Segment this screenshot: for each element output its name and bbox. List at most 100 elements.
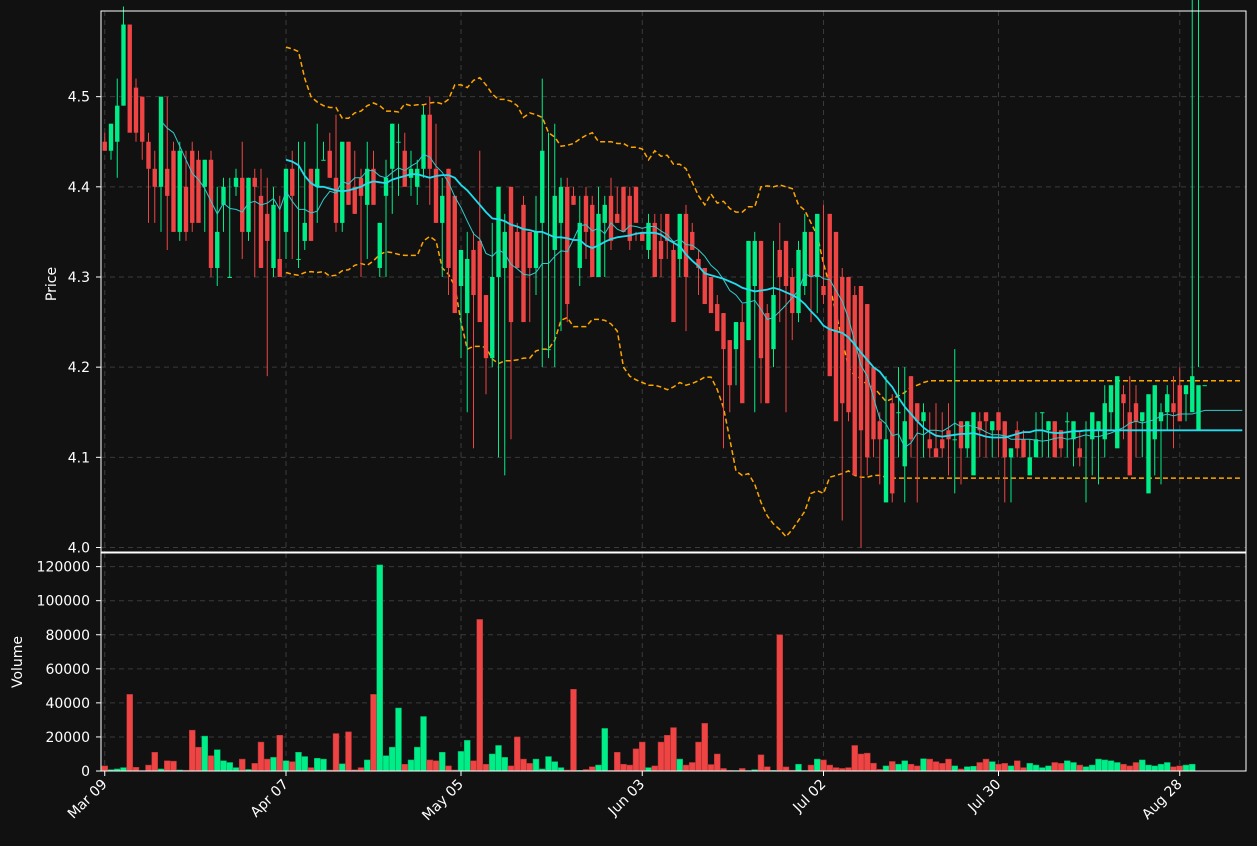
volume-bar <box>670 727 677 772</box>
candle-body <box>1002 421 1007 458</box>
volume-tick-label: 20000 <box>45 730 90 746</box>
candle-body <box>996 412 1001 431</box>
price-tick-label: 4.4 <box>68 180 90 196</box>
candle-body <box>1090 412 1095 440</box>
candle-body <box>290 168 295 196</box>
candle-body <box>115 105 120 142</box>
volume-bar <box>664 734 671 772</box>
volume-tick-label: 120000 <box>37 560 90 576</box>
candle-body <box>621 186 626 232</box>
candle-body <box>121 24 126 106</box>
candle-body <box>608 195 614 241</box>
volume-bar <box>514 736 521 772</box>
candle-body <box>215 231 220 268</box>
candle-body <box>527 231 532 268</box>
candle-body <box>633 186 639 223</box>
candle-body <box>415 168 420 187</box>
volume-bar <box>1070 762 1077 772</box>
candle-body <box>715 304 720 332</box>
price-tick-label: 4.1 <box>68 450 90 466</box>
candle-body <box>652 222 657 277</box>
lower-band-line <box>285 235 1243 538</box>
volume-bar <box>901 760 908 772</box>
candle-body <box>1021 439 1026 458</box>
candle-body <box>908 376 914 440</box>
volume-bar <box>432 760 440 772</box>
volume-bar <box>1082 766 1090 772</box>
candle-body <box>890 403 895 494</box>
candle-body <box>1052 421 1057 458</box>
candle-body <box>827 213 832 377</box>
volume-bar <box>501 757 508 772</box>
volume-bar <box>764 766 771 772</box>
volume-bar <box>251 763 258 772</box>
volume-bar <box>301 756 308 772</box>
volume-bar <box>270 757 277 772</box>
volume-bar <box>126 694 133 772</box>
volume-bar <box>520 758 527 772</box>
candle-body <box>1140 412 1145 422</box>
volume-bar <box>420 716 427 772</box>
volume-bar <box>357 767 365 772</box>
volume-bar <box>276 734 283 772</box>
candle-body <box>221 186 226 205</box>
volume-bar <box>632 748 640 772</box>
candle-body <box>490 276 495 359</box>
candle-body <box>496 186 501 277</box>
volume-bar <box>232 767 240 772</box>
volume-bar <box>964 766 971 772</box>
volume-bar <box>307 767 315 772</box>
candle-body <box>321 159 326 161</box>
candle-body <box>983 412 989 422</box>
volume-bar <box>1189 763 1196 772</box>
candle-body <box>558 186 564 223</box>
candle-body <box>127 24 132 133</box>
candle-body <box>852 295 857 476</box>
volume-bar <box>795 763 802 772</box>
ma-fast-line <box>160 120 1243 449</box>
x-tick-label: Apr 07 <box>248 777 292 821</box>
volume-bar <box>945 758 952 772</box>
candle-body <box>758 240 764 359</box>
candle-body <box>1071 421 1076 440</box>
candle-body <box>877 421 882 440</box>
volume-bar <box>557 767 565 772</box>
volume-bar <box>220 760 227 772</box>
volume-bars <box>101 564 1196 772</box>
candle-body <box>546 349 551 351</box>
price-panel-frame <box>100 10 1247 553</box>
candle-body <box>940 439 945 449</box>
volume-bar <box>1064 760 1071 772</box>
volume-bar <box>701 723 708 772</box>
candle-body <box>102 141 107 151</box>
candle-body <box>815 213 820 277</box>
candle-body <box>446 168 451 268</box>
candle-body <box>677 213 682 259</box>
candle-body <box>1096 421 1101 431</box>
volume-bar <box>295 752 302 772</box>
volume-bar <box>1089 764 1096 772</box>
volume-bar <box>1139 759 1146 772</box>
volume-bar <box>851 745 858 772</box>
volume-bar <box>889 761 896 772</box>
volume-bar <box>832 767 840 772</box>
volume-tick-label: 80000 <box>45 628 90 644</box>
volume-bar <box>1182 764 1190 772</box>
volume-bar <box>214 749 221 772</box>
volume-bar <box>120 767 127 772</box>
volume-bar <box>364 759 371 772</box>
volume-bar <box>464 740 471 772</box>
price-tick-label: 4.5 <box>68 90 90 106</box>
volume-bar <box>1170 766 1177 772</box>
volume-bar <box>382 755 390 772</box>
candle-body <box>571 195 576 205</box>
candle-body <box>258 195 264 268</box>
candle-body <box>627 195 632 241</box>
volume-bar <box>776 634 783 772</box>
candle-body <box>765 313 770 404</box>
candle-body <box>658 240 664 259</box>
candle-body <box>458 249 464 287</box>
candle-body <box>1133 403 1139 422</box>
candle-body <box>146 141 151 169</box>
candle-body <box>233 177 239 187</box>
